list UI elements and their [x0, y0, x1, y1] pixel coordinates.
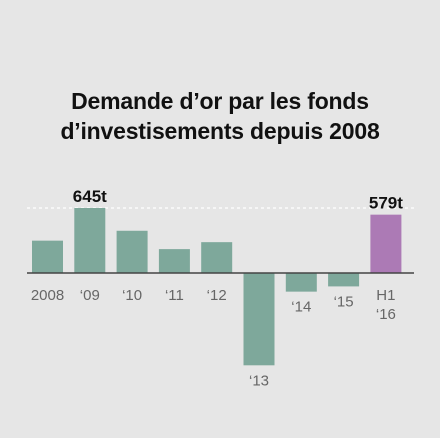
bar-7 — [328, 273, 360, 287]
category-label-7: ‘15 — [334, 293, 354, 310]
bar-6 — [285, 273, 317, 292]
chart-title: Demande d’or par les fonds d’investiseme… — [0, 86, 440, 146]
bar-5 — [243, 273, 275, 366]
category-label-3: ‘11 — [165, 287, 184, 304]
category-label-5: ‘13 — [249, 372, 269, 389]
category-label-4: ‘12 — [207, 287, 227, 304]
category-label-1: ‘09 — [80, 287, 100, 304]
bar-0 — [32, 240, 63, 273]
bar-4 — [201, 242, 233, 273]
category-label-8-1: ‘16 — [376, 306, 396, 323]
bar-2 — [116, 230, 148, 273]
chart-title-line-1: Demande d’or par les fonds — [71, 88, 369, 114]
data-label-1: 645t — [73, 187, 107, 206]
category-label-2: ‘10 — [122, 287, 142, 304]
bar-8 — [370, 214, 402, 273]
bar-3 — [158, 249, 190, 273]
category-label-0: 2008 — [31, 287, 64, 304]
category-label-8-0: H1 — [376, 287, 395, 304]
data-label-8: 579t — [369, 194, 403, 213]
chart-title-line-2: d’investisements depuis 2008 — [60, 118, 380, 144]
category-label-6: ‘14 — [291, 299, 311, 316]
bar-1 — [74, 208, 106, 273]
